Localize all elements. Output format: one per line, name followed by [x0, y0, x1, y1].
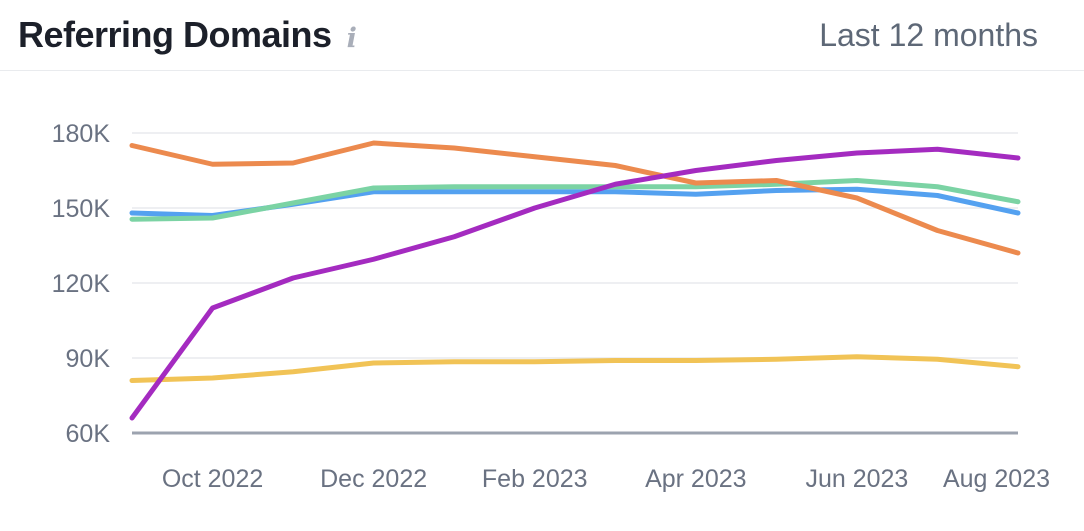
- chart-area: 60K 90K 120K 150K 180K Oct 2022 Dec 2022 Feb 20…: [0, 71, 1084, 526]
- series-line-yellow: [129, 354, 1021, 383]
- x-tick-label: Oct 2022: [162, 465, 263, 493]
- series-line-green: [129, 178, 1021, 222]
- y-tick-label: 120K: [52, 270, 111, 298]
- y-tick-label: 150K: [52, 195, 111, 223]
- info-icon[interactable]: i: [346, 23, 357, 54]
- y-tick-label: 60K: [66, 420, 111, 448]
- page-title: Referring Domains: [18, 14, 332, 55]
- x-tick-label: Apr 2023: [645, 465, 746, 493]
- y-tick-label: 180K: [52, 120, 111, 148]
- x-tick-label: Feb 2023: [482, 465, 588, 493]
- card-header: Referring Domains i Last 12 months: [0, 0, 1084, 71]
- series-line-purple: [129, 146, 1021, 421]
- x-tick-label: Dec 2022: [320, 465, 427, 493]
- title-group: Referring Domains i: [18, 17, 357, 53]
- y-tick-label: 90K: [66, 345, 111, 373]
- period-selector[interactable]: Last 12 months: [819, 17, 1038, 53]
- referring-domains-chart[interactable]: 60K 90K 120K 150K 180K Oct 2022 Dec 2022 Feb 20…: [0, 71, 1084, 526]
- series-line-orange: [129, 140, 1021, 256]
- x-tick-label: Jun 2023: [805, 465, 908, 493]
- x-tick-label: Aug 2023: [943, 465, 1050, 493]
